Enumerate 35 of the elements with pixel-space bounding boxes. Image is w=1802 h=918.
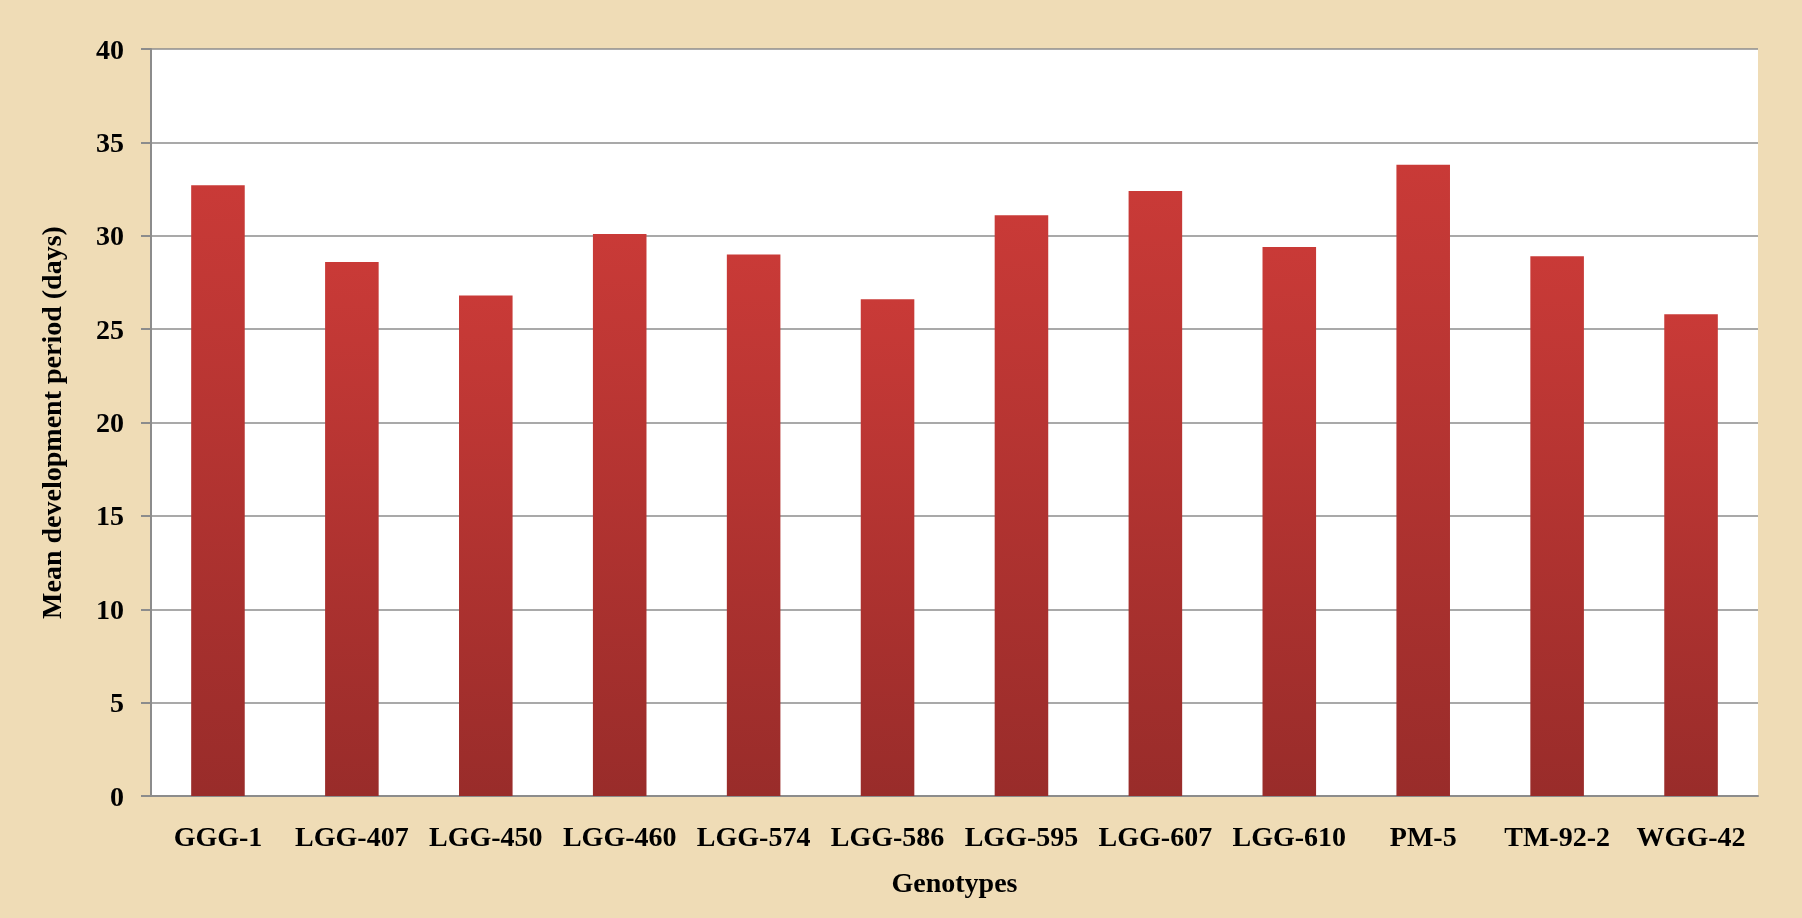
bar: [860, 299, 915, 796]
bar: [726, 254, 781, 796]
y-axis-title: Mean development period (days): [35, 226, 67, 619]
bar: [592, 233, 647, 796]
bar: [191, 185, 245, 796]
bar: [459, 295, 513, 796]
y-tick-label: 25: [96, 313, 124, 345]
bar: [1262, 246, 1317, 796]
bar: [325, 261, 379, 796]
x-tick-label: LGG-610: [1232, 820, 1347, 852]
x-tick-label: WGG-42: [1636, 820, 1746, 852]
bar: [1128, 190, 1183, 796]
x-tick-label: LGG-450: [429, 820, 543, 852]
x-tick-label: GGG-1: [173, 820, 263, 852]
x-tick-label: LGG-586: [830, 820, 945, 852]
y-tick-label: 10: [96, 593, 124, 625]
x-tick-label: LGG-574: [696, 820, 811, 852]
y-tick-label: 5: [110, 687, 124, 719]
y-tick-label: 20: [96, 407, 124, 438]
x-tick-label: PM-5: [1389, 820, 1457, 852]
x-tick-label: LGG-607: [1098, 820, 1213, 852]
y-tick-label: 40: [96, 33, 124, 65]
x-axis-title: Genotypes: [891, 866, 1018, 898]
bar: [1664, 314, 1718, 796]
y-tick-label: 30: [96, 220, 124, 252]
y-tick-label: 0: [110, 780, 124, 812]
x-tick-label: LGG-460: [562, 820, 677, 852]
x-tick-label: LGG-407: [295, 820, 409, 852]
y-tick-label: 15: [96, 500, 124, 532]
bar: [994, 215, 1049, 796]
x-tick-label: TM-92-2: [1504, 820, 1611, 852]
bar: [1396, 164, 1450, 796]
x-tick-label: LGG-595: [964, 820, 1079, 852]
bar: [1530, 256, 1584, 796]
y-tick-label: 35: [96, 126, 124, 158]
